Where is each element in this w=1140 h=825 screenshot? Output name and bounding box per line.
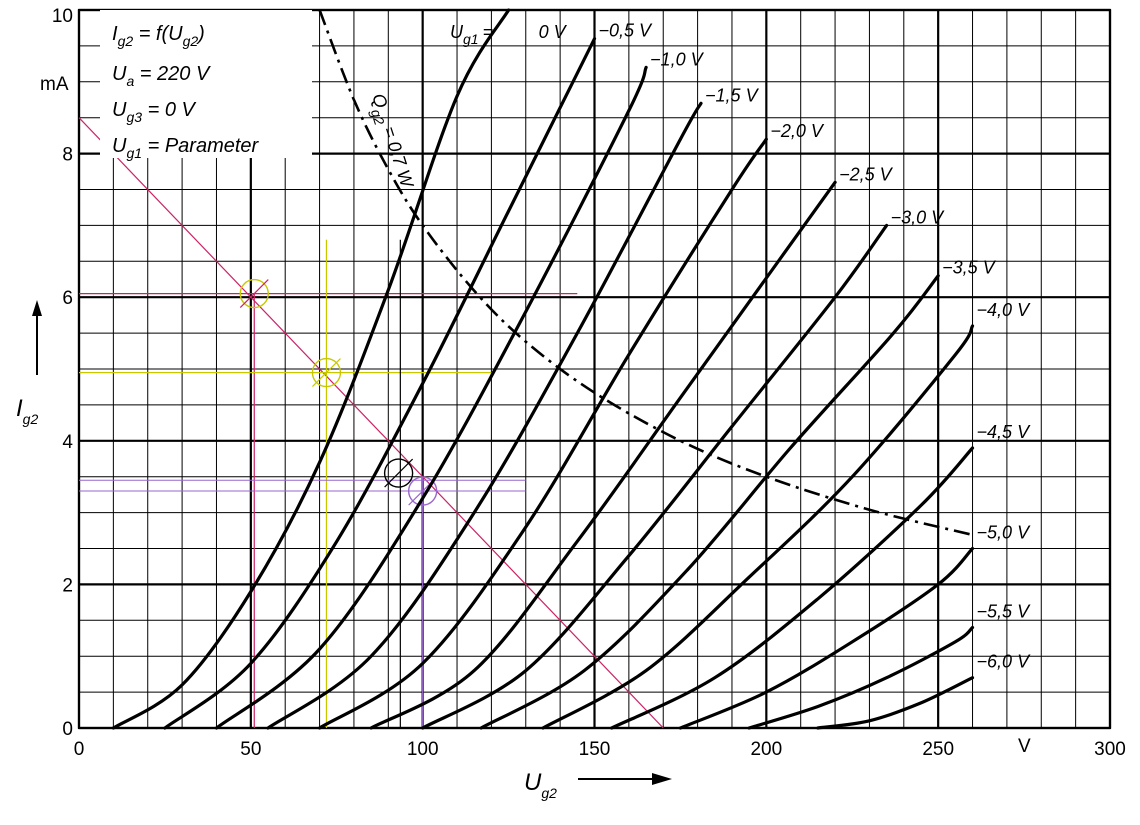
series-curve bbox=[163, 37, 597, 730]
y-tick-label: 8 bbox=[62, 145, 73, 166]
labels-layer: 0 50 100 150 200 250 300 0 2 4 6 8 10 0 V −0,5 V −1,0 V… bbox=[52, 6, 1126, 760]
x-tick-label: 150 bbox=[579, 739, 611, 760]
series-label: −4,5 V bbox=[977, 422, 1032, 442]
svg-text:Ig2: Ig2 bbox=[16, 395, 38, 427]
series-label: −0,5 V bbox=[599, 21, 654, 41]
series-label: −1,5 V bbox=[705, 85, 760, 105]
power-curve bbox=[318, 9, 973, 537]
series-label: −5,5 V bbox=[977, 601, 1032, 621]
series-curve bbox=[369, 180, 837, 730]
series-curve bbox=[747, 625, 975, 730]
x-tick-label: 250 bbox=[922, 739, 954, 760]
info-line-3: Ug3 = 0 V bbox=[112, 99, 197, 125]
series-label: −3,5 V bbox=[942, 258, 997, 278]
series-label: −3,0 V bbox=[891, 207, 946, 227]
series-label: −1,0 V bbox=[650, 49, 705, 69]
series-label: −2,5 V bbox=[839, 164, 894, 184]
x-tick-label: 300 bbox=[1094, 739, 1126, 760]
info-line-2: Ua = 220 V bbox=[112, 63, 211, 89]
y-tick-label: 6 bbox=[62, 288, 73, 309]
series-label: −6,0 V bbox=[977, 652, 1032, 672]
series-curve bbox=[610, 446, 975, 730]
series-curve bbox=[318, 137, 768, 730]
power-curve-label: Qg2 = 0,7 W bbox=[363, 91, 417, 193]
series-label: 0 V bbox=[539, 22, 568, 42]
y-tick-label: 10 bbox=[52, 6, 73, 27]
legend-box: Ig2 = f(Ug2) Ua = 220 V Ug3 = 0 V Ug1 = … bbox=[100, 10, 312, 161]
series-curve bbox=[541, 324, 975, 730]
parameter-prefix: Ug1 = bbox=[450, 22, 493, 47]
y-tick-label: 0 bbox=[62, 719, 73, 740]
curves-layer bbox=[111, 8, 975, 730]
series-label: −5,0 V bbox=[977, 523, 1032, 543]
series-curve bbox=[678, 546, 975, 730]
series-label: −2,0 V bbox=[770, 121, 825, 141]
y-tick-label: 2 bbox=[62, 575, 73, 596]
plot-frame bbox=[77, 8, 1112, 730]
series-curve bbox=[421, 223, 889, 730]
series-curve bbox=[266, 101, 703, 730]
x-unit-label: V bbox=[1018, 736, 1031, 757]
operating-point-marker bbox=[383, 458, 414, 488]
construction-lines bbox=[78, 117, 664, 729]
svg-text:Ug2: Ug2 bbox=[524, 769, 557, 801]
x-tick-label: 100 bbox=[407, 739, 439, 760]
series-label: −4,0 V bbox=[977, 300, 1032, 320]
load-line bbox=[78, 117, 664, 729]
operating-point-marker bbox=[407, 476, 438, 506]
x-axis-title: Ug2 bbox=[524, 769, 672, 801]
series-curve bbox=[479, 274, 940, 730]
series-curve bbox=[111, 8, 511, 730]
operating-point-cross bbox=[239, 279, 269, 309]
info-line-4: Ug1 = Parameter bbox=[112, 135, 260, 161]
x-tick-label: 50 bbox=[240, 739, 261, 760]
x-tick-label: 200 bbox=[750, 739, 782, 760]
series-curve bbox=[214, 65, 648, 730]
info-line-1: Ig2 = f(Ug2) bbox=[112, 23, 205, 49]
operating-point-cross bbox=[384, 458, 414, 488]
y-axis-title: Ig2 bbox=[16, 300, 42, 427]
y-tick-label: 4 bbox=[62, 432, 73, 453]
operating-point-marker bbox=[239, 278, 269, 309]
operating-point-cross bbox=[312, 358, 341, 388]
x-tick-label: 0 bbox=[74, 739, 85, 760]
operating-point-marker bbox=[311, 357, 342, 388]
series-curve bbox=[816, 676, 975, 730]
y-unit-label: mA bbox=[40, 74, 69, 95]
